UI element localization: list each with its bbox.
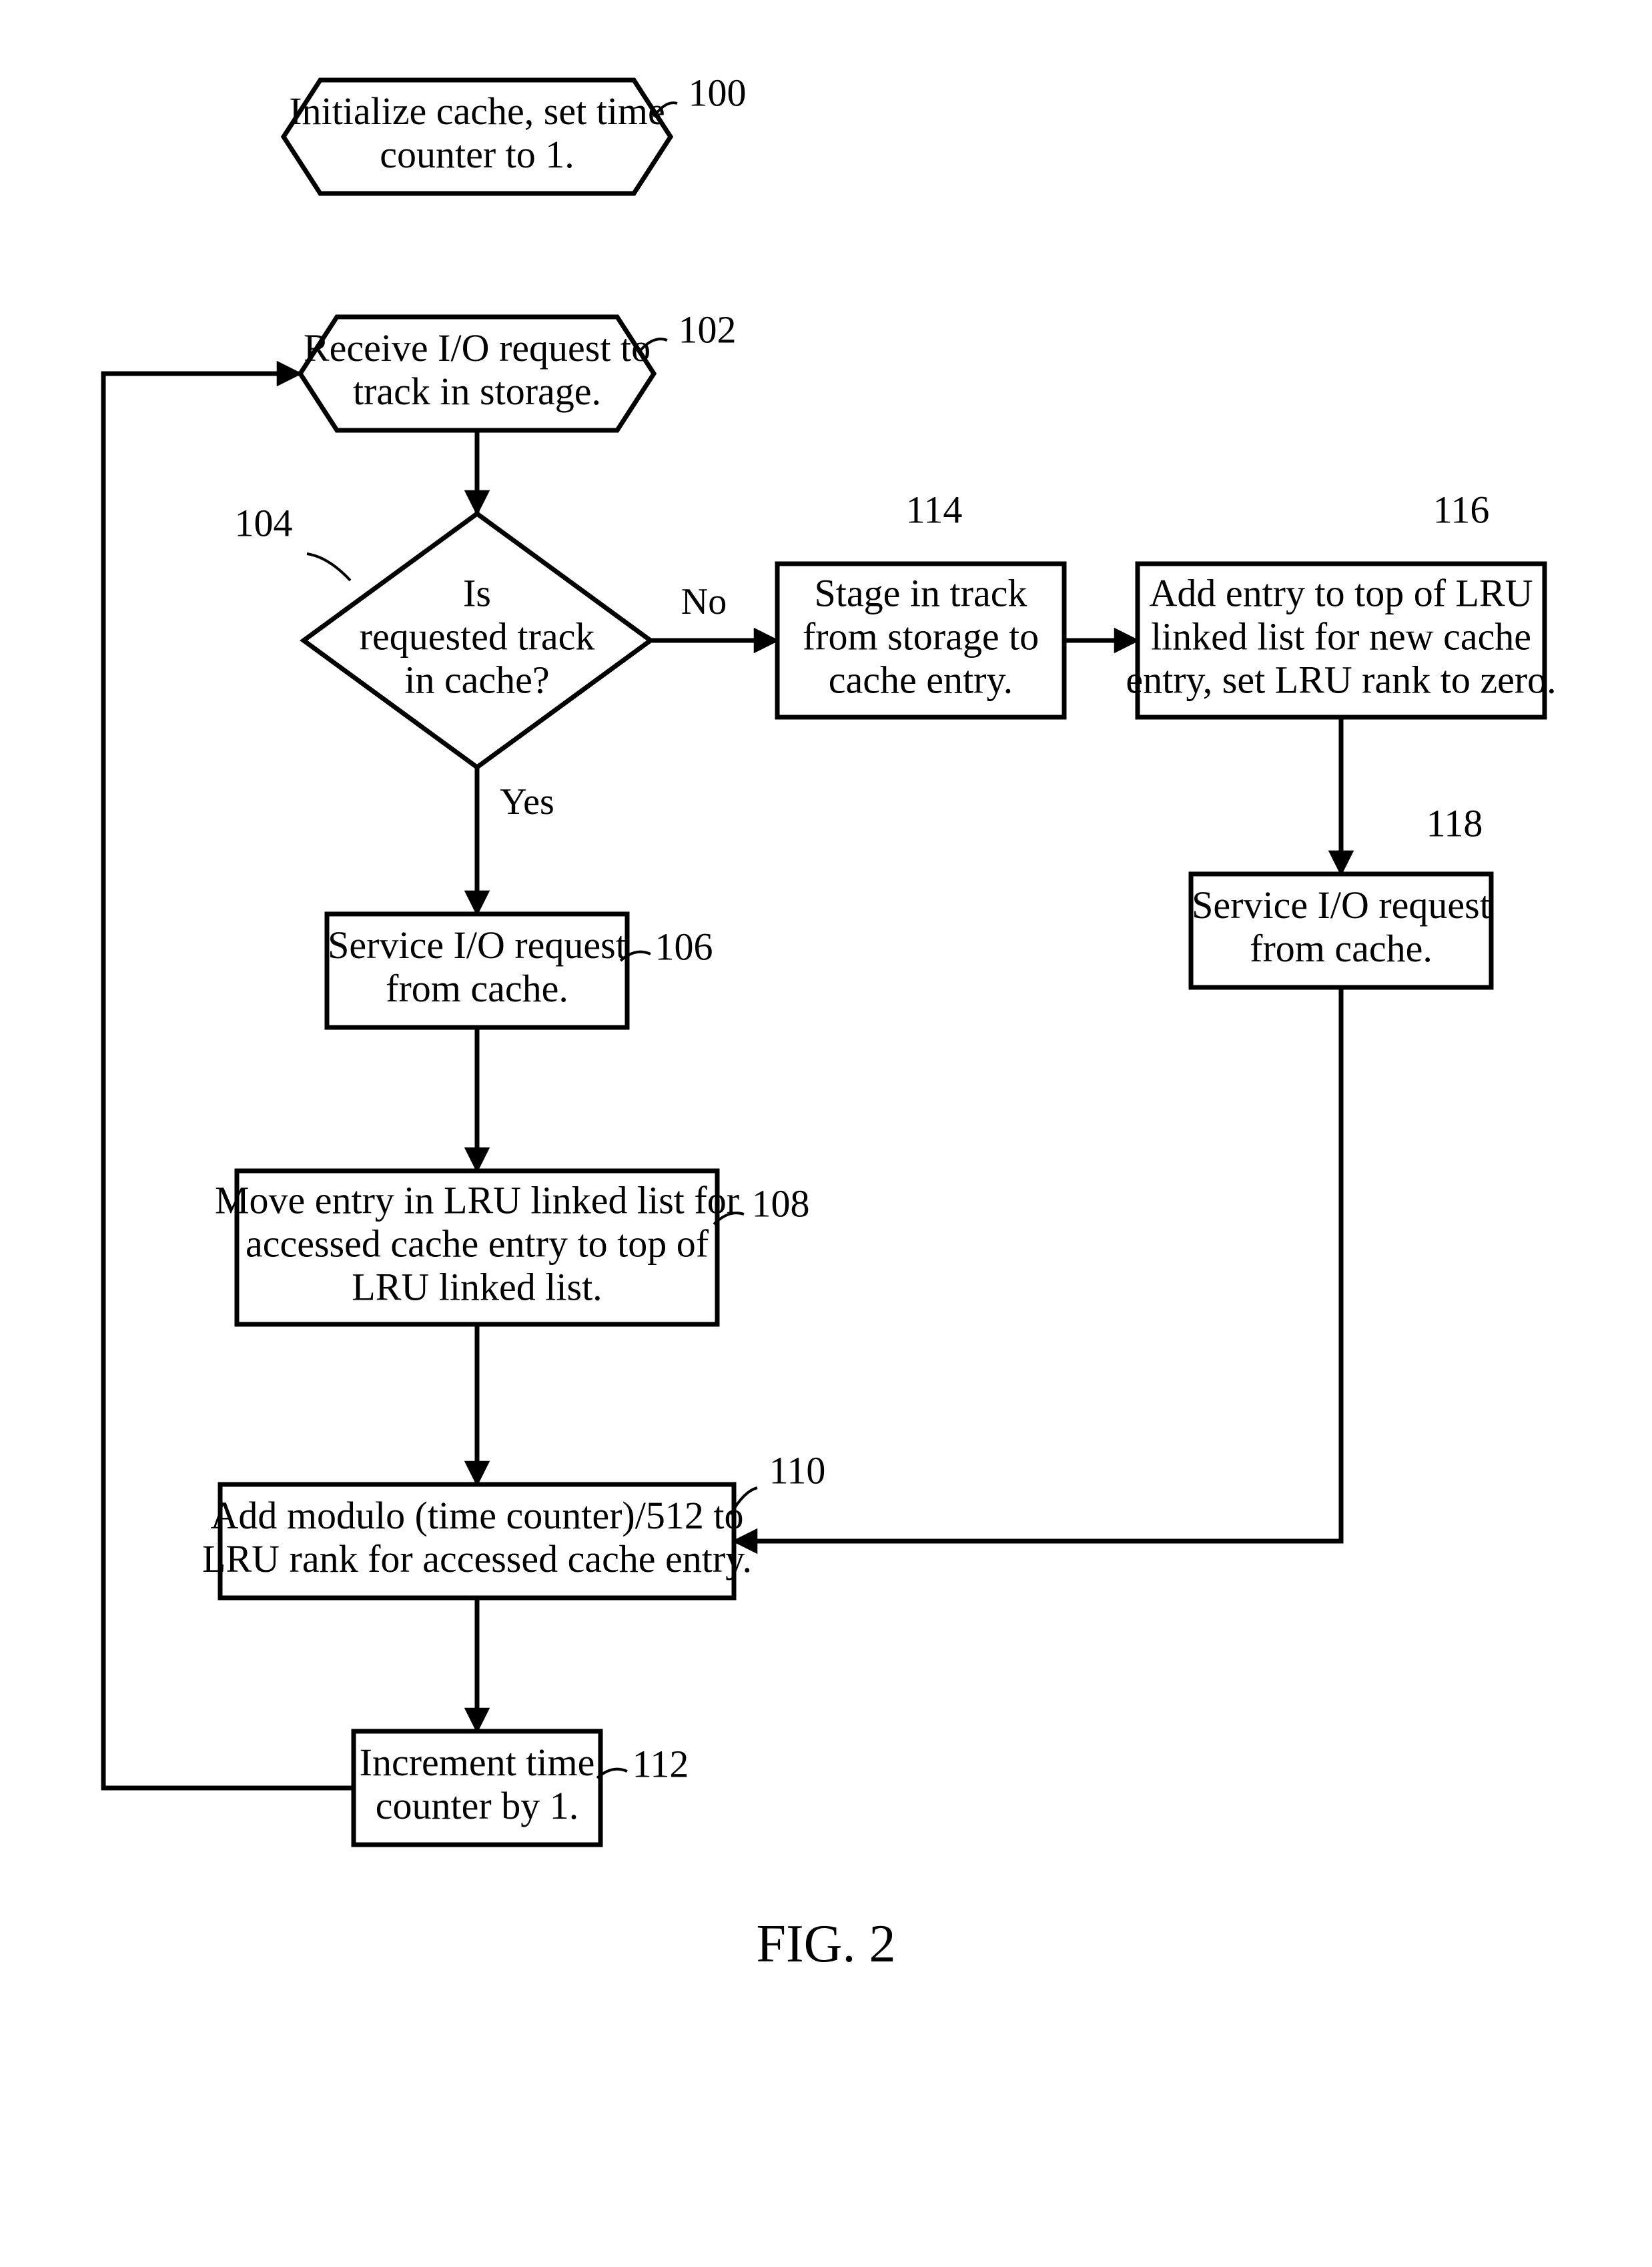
ref-label: 102 bbox=[679, 308, 737, 351]
node-text: Service I/O request bbox=[328, 923, 627, 967]
node-text: Is bbox=[463, 571, 491, 614]
ref-label: 110 bbox=[769, 1448, 826, 1492]
node-text: accessed cache entry to top of bbox=[246, 1222, 709, 1265]
node-text: LRU rank for accessed cache entry. bbox=[202, 1537, 752, 1580]
ref-label: 108 bbox=[752, 1182, 810, 1225]
node-text: Stage in track bbox=[815, 571, 1027, 614]
flow-node-n100: Initialize cache, set timecounter to 1. bbox=[284, 80, 671, 193]
node-text: from cache. bbox=[386, 967, 568, 1010]
node-text: Increment time bbox=[360, 1741, 595, 1784]
flow-node-n106: Service I/O requestfrom cache. bbox=[327, 914, 627, 1027]
flow-node-n114: Stage in trackfrom storage tocache entry… bbox=[777, 564, 1064, 717]
node-text: Move entry in LRU linked list for bbox=[215, 1178, 739, 1222]
flow-node-n116: Add entry to top of LRUlinked list for n… bbox=[1126, 564, 1556, 717]
flow-node-n118: Service I/O requestfrom cache. bbox=[1191, 874, 1491, 987]
node-text: Receive I/O request to bbox=[304, 326, 651, 370]
flow-node-n102: Receive I/O request totrack in storage. bbox=[300, 317, 654, 430]
ref-label: 104 bbox=[235, 501, 293, 544]
edge-label: No bbox=[681, 581, 727, 622]
flow-node-n108: Move entry in LRU linked list foraccesse… bbox=[215, 1171, 739, 1324]
flow-node-n110: Add modulo (time counter)/512 toLRU rank… bbox=[202, 1484, 752, 1598]
ref-label: 118 bbox=[1426, 801, 1483, 845]
node-text: from storage to bbox=[803, 614, 1039, 658]
edge-label: Yes bbox=[500, 781, 554, 823]
node-text: Add modulo (time counter)/512 to bbox=[211, 1494, 744, 1537]
node-text: counter by 1. bbox=[376, 1784, 578, 1827]
ref-label: 106 bbox=[655, 925, 713, 968]
node-text: counter to 1. bbox=[380, 133, 574, 176]
ref-leader-line bbox=[307, 554, 350, 580]
flow-node-n112: Increment timecounter by 1. bbox=[354, 1731, 600, 1845]
node-text: LRU linked list. bbox=[352, 1265, 602, 1308]
node-text: entry, set LRU rank to zero. bbox=[1126, 658, 1556, 701]
flow-node-n104: Isrequested trackin cache? bbox=[304, 514, 651, 767]
node-text: cache entry. bbox=[829, 658, 1013, 701]
node-text: from cache. bbox=[1250, 927, 1432, 970]
figure-caption: FIG. 2 bbox=[757, 1915, 896, 1973]
ref-label: 114 bbox=[906, 488, 963, 531]
node-text: Add entry to top of LRU bbox=[1149, 571, 1533, 614]
node-text: Service I/O request bbox=[1192, 883, 1491, 927]
node-text: track in storage. bbox=[353, 370, 601, 413]
node-text: requested track bbox=[360, 614, 595, 658]
ref-label: 100 bbox=[689, 71, 747, 114]
node-text: linked list for new cache bbox=[1151, 614, 1531, 658]
ref-label: 112 bbox=[633, 1742, 689, 1785]
ref-label: 116 bbox=[1433, 488, 1490, 531]
node-text: in cache? bbox=[404, 658, 549, 701]
node-text: Initialize cache, set time bbox=[289, 89, 665, 133]
